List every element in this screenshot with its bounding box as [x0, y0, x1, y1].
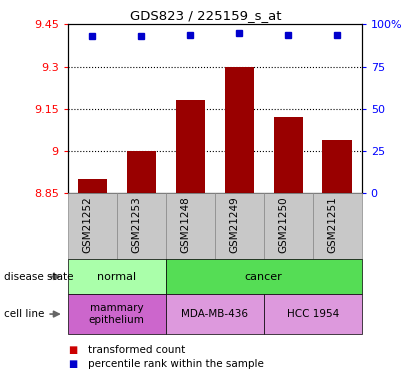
Text: GSM21249: GSM21249 — [229, 196, 239, 253]
Bar — [224, 66, 254, 193]
Text: GSM21251: GSM21251 — [327, 196, 337, 253]
Text: ■: ■ — [68, 359, 77, 369]
Text: GSM21252: GSM21252 — [82, 196, 92, 253]
Bar — [264, 193, 313, 259]
Text: ■: ■ — [68, 345, 77, 355]
Text: MDA-MB-436: MDA-MB-436 — [181, 309, 248, 319]
Bar — [166, 294, 264, 334]
Bar — [215, 193, 264, 259]
Text: HCC 1954: HCC 1954 — [286, 309, 339, 319]
Bar — [78, 179, 107, 193]
Bar — [68, 259, 166, 294]
Bar — [313, 193, 362, 259]
Bar — [166, 193, 215, 259]
Text: normal: normal — [97, 272, 136, 282]
Text: cell line: cell line — [4, 309, 44, 319]
Text: GSM21250: GSM21250 — [278, 196, 288, 253]
Bar — [175, 100, 205, 193]
Text: GSM21248: GSM21248 — [180, 196, 190, 253]
Bar — [68, 193, 117, 259]
Text: GSM21253: GSM21253 — [131, 196, 141, 253]
Bar — [166, 259, 362, 294]
Bar — [264, 294, 362, 334]
Bar — [68, 294, 166, 334]
Bar — [117, 193, 166, 259]
Text: transformed count: transformed count — [88, 345, 186, 355]
Text: percentile rank within the sample: percentile rank within the sample — [88, 359, 264, 369]
Text: disease state: disease state — [4, 272, 74, 282]
Bar — [127, 151, 156, 193]
Text: mammary
epithelium: mammary epithelium — [89, 303, 145, 325]
Bar — [274, 117, 303, 193]
Text: GDS823 / 225159_s_at: GDS823 / 225159_s_at — [130, 9, 281, 22]
Text: cancer: cancer — [245, 272, 283, 282]
Bar — [323, 140, 352, 193]
